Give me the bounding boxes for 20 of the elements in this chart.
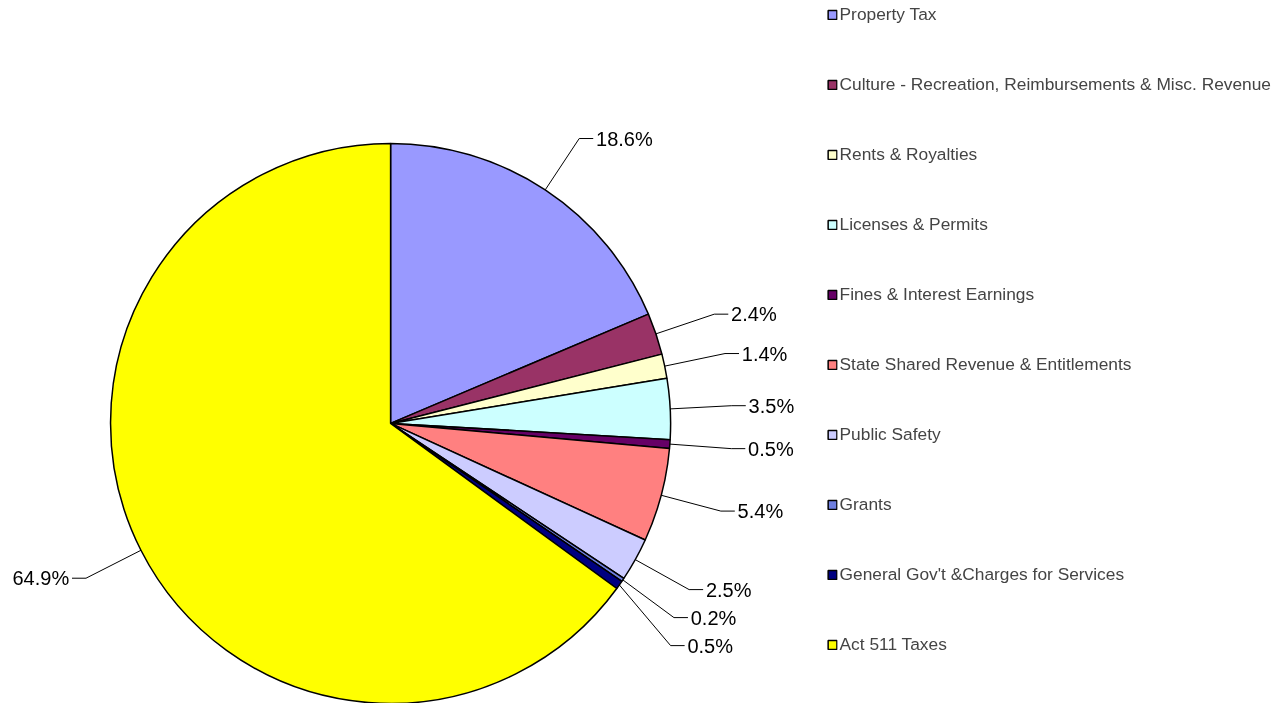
data-label: 64.9% [12, 567, 70, 590]
legend-label: Grants [839, 494, 892, 515]
legend-label: Act 511 Taxes [839, 634, 947, 655]
data-label: 5.4% [737, 500, 784, 523]
data-label: 0.5% [748, 437, 794, 460]
legend-label: Culture - Recreation, Reimbursements & Misc. Revenue [839, 74, 1271, 95]
data-label: 0.5% [687, 634, 734, 657]
data-label: 0.2% [690, 606, 737, 629]
legend-label: General Gov't &Charges for Services [839, 564, 1125, 585]
data-label: 2.5% [705, 578, 752, 601]
legend-label: Licenses & Permits [839, 214, 988, 235]
legend-label: Property Tax [839, 4, 937, 25]
legend-label: Public Safety [839, 424, 941, 445]
legend-label: State Shared Revenue & Entitlements [839, 354, 1132, 375]
data-label: 3.5% [748, 394, 795, 417]
legend-label: Rents & Royalties [839, 144, 978, 165]
data-label: 1.4% [741, 342, 788, 365]
legend-label: Fines & Interest Earnings [839, 284, 1035, 305]
data-label: 18.6% [596, 127, 653, 150]
data-label: 2.4% [731, 303, 777, 326]
